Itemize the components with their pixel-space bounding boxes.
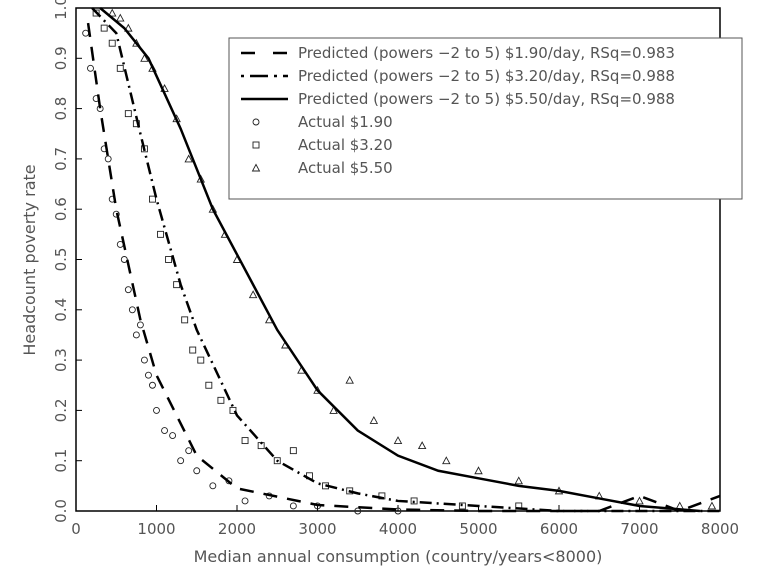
data-point-square bbox=[157, 230, 164, 238]
x-axis-label: Median annual consumption (country/years… bbox=[194, 547, 603, 566]
data-point-triangle bbox=[417, 441, 427, 450]
data-point-triangle bbox=[107, 8, 117, 17]
data-point-square bbox=[124, 110, 132, 118]
data-point-circle bbox=[289, 502, 297, 510]
data-point-square bbox=[189, 346, 197, 354]
y-tick-label: 0.6 bbox=[52, 197, 70, 221]
data-point-square bbox=[149, 195, 156, 203]
data-point-circle bbox=[153, 406, 160, 414]
y-axis-label: Headcount poverty rate bbox=[20, 164, 39, 355]
data-point-triangle bbox=[707, 501, 717, 510]
x-tick-label: 6000 bbox=[540, 520, 578, 538]
data-point-circle bbox=[169, 432, 177, 439]
predicted-line-solid bbox=[99, 7, 700, 513]
data-point-triangle bbox=[248, 290, 258, 299]
y-tick-label: 0.8 bbox=[52, 97, 70, 121]
data-point-triangle bbox=[313, 385, 322, 394]
data-point-square bbox=[458, 502, 466, 510]
legend-label: Predicted (powers −2 to 5) $5.50/day, RS… bbox=[298, 90, 675, 108]
x-tick-label: 2000 bbox=[218, 520, 256, 538]
data-point-circle bbox=[185, 447, 193, 455]
x-tick-label: 0 bbox=[71, 520, 81, 538]
predicted-line-dashed bbox=[86, 22, 721, 513]
data-point-square bbox=[273, 457, 281, 465]
y-tick-label: 1.0 bbox=[52, 0, 70, 20]
data-point-circle bbox=[128, 306, 136, 314]
data-point-circle bbox=[209, 482, 217, 490]
data-point-circle bbox=[241, 497, 249, 505]
data-point-triangle bbox=[369, 416, 379, 424]
x-tick-label: 3000 bbox=[298, 520, 336, 538]
data-point-circle bbox=[120, 256, 128, 263]
x-tick-label: 8000 bbox=[701, 520, 739, 538]
data-point-circle bbox=[87, 64, 94, 72]
y-tick-label: 0.5 bbox=[52, 248, 70, 272]
data-point-square bbox=[217, 396, 225, 404]
legend-label: Actual $3.20 bbox=[298, 136, 393, 154]
data-point-circle bbox=[177, 457, 185, 465]
y-tick-label: 0.0 bbox=[52, 499, 70, 523]
data-point-triangle bbox=[329, 405, 338, 414]
y-tick-label: 0.4 bbox=[52, 298, 70, 322]
data-point-triangle bbox=[184, 154, 193, 163]
data-point-square bbox=[241, 437, 249, 445]
y-tick-label: 0.7 bbox=[52, 147, 70, 171]
data-point-circle bbox=[149, 381, 156, 389]
data-point-square bbox=[173, 281, 181, 289]
data-point-square bbox=[205, 381, 213, 389]
data-point-square bbox=[100, 24, 108, 32]
x-tick-label: 5000 bbox=[459, 520, 497, 538]
x-tick-label: 4000 bbox=[379, 520, 417, 538]
data-point-circle bbox=[104, 155, 112, 163]
x-tick-label: 1000 bbox=[137, 520, 175, 538]
data-point-triangle bbox=[124, 23, 133, 32]
legend-label: Actual $5.50 bbox=[298, 159, 393, 177]
data-point-square bbox=[108, 39, 116, 47]
legend-marker-square bbox=[252, 141, 260, 149]
legend-marker-triangle bbox=[251, 163, 261, 172]
data-point-triangle bbox=[514, 476, 524, 485]
data-point-circle bbox=[144, 371, 152, 379]
data-point-square bbox=[116, 64, 124, 72]
predicted-line-dash-dot bbox=[91, 7, 720, 513]
legend: Predicted (powers −2 to 5) $1.90/day, RS… bbox=[228, 37, 743, 200]
data-point-square bbox=[92, 9, 100, 17]
y-tick-label: 0.1 bbox=[52, 449, 70, 473]
data-point-triangle bbox=[474, 466, 483, 475]
x-tick-label: 7000 bbox=[620, 520, 658, 538]
data-point-triangle bbox=[393, 436, 403, 445]
legend-label: Actual $1.90 bbox=[298, 113, 393, 131]
data-point-square bbox=[289, 447, 297, 455]
data-point-triangle bbox=[116, 13, 125, 22]
legend-label: Predicted (powers −2 to 5) $3.20/day, RS… bbox=[298, 67, 675, 85]
data-point-circle bbox=[132, 331, 140, 339]
data-point-circle bbox=[124, 286, 132, 294]
data-point-square bbox=[410, 497, 418, 505]
data-point-circle bbox=[82, 29, 90, 37]
y-tick-label: 0.3 bbox=[52, 348, 70, 372]
data-point-circle bbox=[140, 356, 148, 364]
data-point-triangle bbox=[345, 375, 354, 384]
data-point-square bbox=[197, 356, 205, 364]
legend-label: Predicted (powers −2 to 5) $1.90/day, RS… bbox=[298, 44, 675, 62]
y-tick-label: 0.9 bbox=[52, 46, 70, 70]
data-point-circle bbox=[161, 427, 169, 434]
data-point-triangle bbox=[635, 496, 644, 505]
data-point-circle bbox=[354, 507, 362, 515]
data-point-triangle bbox=[208, 204, 218, 213]
data-point-circle bbox=[394, 507, 402, 515]
data-point-circle bbox=[193, 467, 201, 475]
y-tick-label: 0.2 bbox=[52, 398, 70, 422]
data-point-triangle bbox=[442, 456, 451, 465]
data-point-square bbox=[165, 256, 173, 263]
data-point-triangle bbox=[140, 53, 149, 62]
data-point-circle bbox=[112, 210, 120, 218]
data-point-circle bbox=[136, 321, 144, 329]
data-point-square bbox=[181, 316, 189, 324]
legend-marker-circle bbox=[252, 118, 260, 126]
